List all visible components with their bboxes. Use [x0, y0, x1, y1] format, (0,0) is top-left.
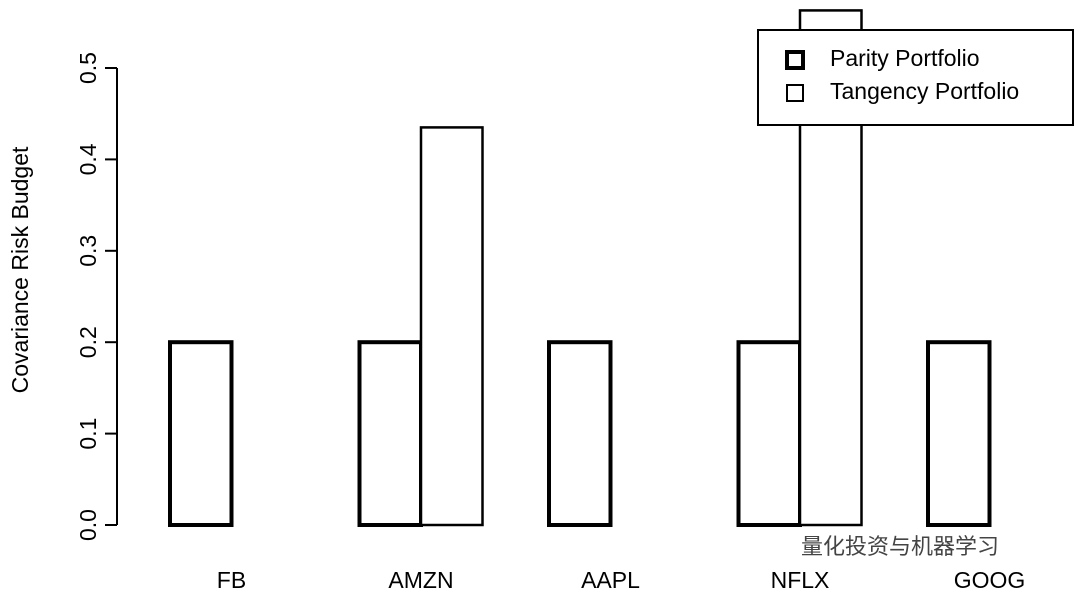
x-tick-label: GOOG — [954, 567, 1026, 593]
y-tick-label: 0.3 — [75, 235, 101, 267]
x-tick-label: AAPL — [581, 567, 640, 593]
x-tick-label: AMZN — [388, 567, 453, 593]
legend-label: Tangency Portfolio — [830, 78, 1019, 104]
legend-label: Parity Portfolio — [830, 45, 980, 71]
watermark: 量化投资与机器学习 — [801, 534, 999, 559]
y-tick-label: 0.1 — [75, 418, 101, 450]
y-tick-label: 0.5 — [75, 52, 101, 84]
legend-swatch — [786, 84, 804, 102]
y-tick-label: 0.4 — [75, 143, 101, 175]
bar — [736, 340, 802, 528]
bar — [547, 340, 613, 528]
y-tick-label: 0.2 — [75, 326, 101, 358]
bar — [357, 340, 423, 528]
bar — [419, 126, 484, 527]
y-tick-label: 0.0 — [75, 509, 101, 541]
y-axis-label: Covariance Risk Budget — [7, 146, 33, 393]
x-tick-label: NFLX — [771, 567, 830, 593]
bar — [168, 340, 234, 528]
bar — [926, 340, 992, 528]
legend-swatch — [785, 50, 805, 70]
legend-box — [757, 29, 1074, 126]
x-tick-label: FB — [217, 567, 246, 593]
